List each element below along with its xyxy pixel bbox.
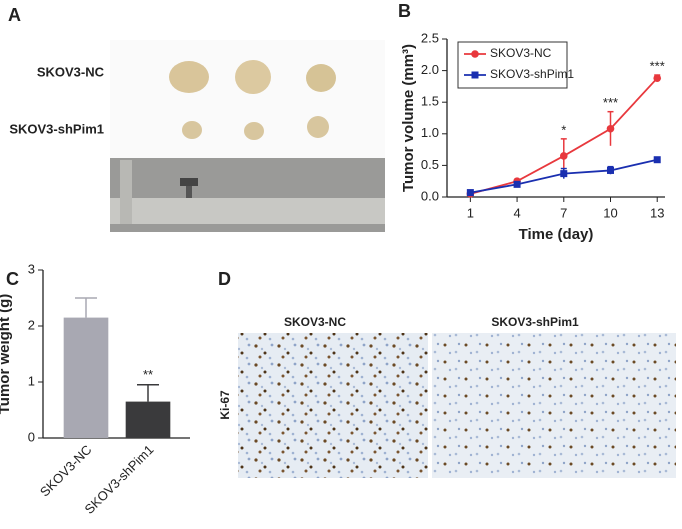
x-tick-label: SKOV3-NC	[37, 442, 95, 500]
y-tick-label: 2	[28, 317, 35, 332]
significance: ***	[650, 58, 665, 73]
marker	[559, 152, 568, 160]
marker	[653, 156, 661, 164]
significance: *	[561, 122, 566, 137]
panel-label: D	[218, 269, 231, 289]
ihc-image	[432, 333, 676, 478]
marker	[466, 189, 474, 197]
marker	[606, 124, 615, 133]
ihc-image	[238, 333, 428, 478]
y-tick-label: 2.5	[421, 30, 439, 45]
significance: **	[143, 367, 153, 382]
significance: ***	[603, 95, 618, 110]
y-tick-label: 0	[28, 429, 35, 444]
marker	[607, 166, 614, 174]
y-axis-label: Tumor volume (mm³)	[400, 44, 417, 192]
x-axis-label: Time (day)	[519, 226, 594, 243]
row-label: Ki-67	[218, 390, 232, 420]
y-tick-label: 0.5	[421, 157, 439, 172]
x-tick-label: 13	[650, 205, 664, 220]
x-tick-label: 1	[467, 205, 474, 220]
legend-label: SKOV3-shPim1	[490, 67, 574, 81]
x-tick-label: 7	[560, 205, 567, 220]
marker	[653, 74, 662, 82]
y-tick-label: 3	[28, 261, 35, 276]
y-tick-label: 2.0	[421, 62, 439, 77]
legend-label: SKOV3-NC	[490, 46, 552, 60]
y-tick-label: 0.0	[421, 188, 439, 203]
legend-box	[457, 41, 568, 89]
row-label: SKOV3-shPim1	[9, 121, 104, 136]
y-tick-label: 1	[28, 373, 35, 388]
y-axis-label: Tumor weight (g)	[0, 294, 13, 415]
y-tick-label: 1.5	[421, 94, 439, 109]
legend-marker	[471, 50, 479, 58]
panel-label: A	[8, 5, 21, 25]
marker	[560, 170, 568, 178]
x-tick-label: 4	[513, 205, 520, 220]
bar	[63, 317, 109, 438]
photo-a	[110, 40, 385, 232]
column-label: SKOV3-NC	[284, 315, 346, 329]
bar	[125, 401, 171, 438]
legend-marker	[471, 71, 479, 79]
row-label: SKOV3-NC	[37, 64, 105, 79]
panel-label: B	[398, 1, 411, 21]
marker	[513, 180, 521, 188]
x-tick-label: 10	[603, 205, 617, 220]
panel-label: C	[6, 269, 19, 289]
column-label: SKOV3-shPim1	[491, 315, 579, 329]
y-tick-label: 1.0	[421, 125, 439, 140]
